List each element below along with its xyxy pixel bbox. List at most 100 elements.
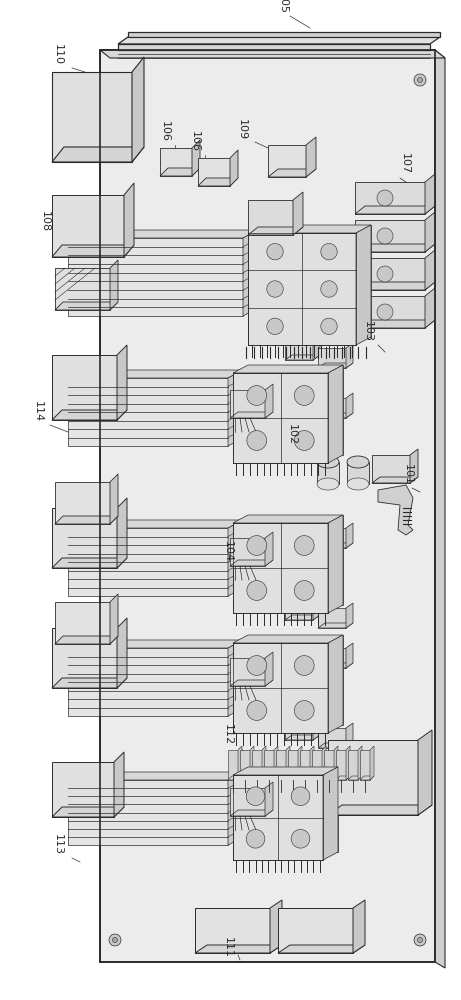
Polygon shape (52, 147, 144, 162)
Polygon shape (355, 282, 435, 290)
Polygon shape (198, 158, 230, 186)
Circle shape (377, 228, 393, 244)
Text: 109: 109 (237, 119, 247, 140)
Polygon shape (117, 618, 127, 688)
Circle shape (321, 281, 337, 297)
Circle shape (247, 431, 266, 450)
Circle shape (377, 266, 393, 282)
Polygon shape (248, 767, 338, 852)
Polygon shape (285, 390, 313, 410)
Polygon shape (410, 449, 418, 483)
Polygon shape (313, 595, 320, 620)
Polygon shape (285, 290, 313, 310)
Polygon shape (265, 532, 273, 566)
Polygon shape (195, 908, 270, 953)
Polygon shape (264, 776, 278, 780)
Polygon shape (55, 602, 110, 644)
Polygon shape (328, 365, 343, 463)
Polygon shape (117, 345, 127, 420)
Polygon shape (328, 515, 343, 613)
Polygon shape (324, 750, 334, 780)
Polygon shape (285, 355, 320, 360)
Polygon shape (346, 643, 353, 668)
Polygon shape (313, 675, 320, 700)
Text: 114: 114 (33, 401, 43, 422)
Polygon shape (228, 750, 238, 780)
Polygon shape (328, 805, 432, 815)
Polygon shape (346, 343, 353, 368)
Polygon shape (100, 50, 435, 962)
Polygon shape (52, 410, 127, 420)
Polygon shape (243, 230, 258, 316)
Polygon shape (110, 594, 118, 644)
Polygon shape (233, 373, 328, 463)
Polygon shape (52, 508, 117, 568)
Polygon shape (230, 658, 265, 686)
Polygon shape (300, 750, 310, 780)
Polygon shape (230, 560, 273, 566)
Text: 113: 113 (53, 834, 63, 855)
Circle shape (418, 938, 422, 942)
Text: 111: 111 (223, 937, 233, 958)
Polygon shape (360, 776, 374, 780)
Polygon shape (346, 723, 353, 748)
Polygon shape (318, 728, 346, 748)
Circle shape (321, 318, 337, 335)
Polygon shape (68, 370, 243, 378)
Polygon shape (265, 652, 273, 686)
Circle shape (377, 190, 393, 206)
Polygon shape (318, 398, 346, 418)
Text: 104: 104 (223, 541, 233, 562)
Polygon shape (348, 776, 362, 780)
Text: 106: 106 (160, 121, 170, 142)
Polygon shape (288, 776, 302, 780)
Text: 107: 107 (400, 153, 410, 174)
Circle shape (295, 431, 314, 450)
Text: 103: 103 (363, 321, 373, 342)
Polygon shape (355, 258, 425, 290)
Text: 105: 105 (278, 0, 288, 14)
Polygon shape (318, 648, 346, 668)
Polygon shape (274, 746, 278, 780)
Polygon shape (262, 746, 266, 780)
Polygon shape (52, 195, 124, 257)
Polygon shape (346, 603, 353, 628)
Polygon shape (117, 498, 127, 568)
Polygon shape (128, 32, 440, 37)
Polygon shape (318, 663, 353, 668)
Polygon shape (285, 720, 313, 740)
Polygon shape (323, 767, 338, 860)
Polygon shape (336, 776, 350, 780)
Polygon shape (346, 746, 350, 780)
Polygon shape (353, 900, 365, 953)
Polygon shape (248, 227, 303, 235)
Circle shape (295, 701, 314, 720)
Polygon shape (228, 640, 243, 716)
Circle shape (247, 386, 266, 405)
Polygon shape (356, 225, 371, 345)
Polygon shape (355, 296, 425, 328)
Polygon shape (233, 767, 338, 775)
Polygon shape (322, 746, 326, 780)
Polygon shape (118, 44, 430, 50)
Polygon shape (285, 615, 320, 620)
Polygon shape (230, 412, 273, 418)
Text: 102: 102 (287, 424, 297, 445)
Polygon shape (230, 810, 273, 816)
Ellipse shape (317, 478, 339, 490)
Polygon shape (313, 285, 320, 310)
Polygon shape (230, 680, 273, 686)
Circle shape (291, 829, 310, 848)
Polygon shape (328, 740, 418, 815)
Polygon shape (52, 245, 134, 257)
Ellipse shape (317, 456, 339, 468)
Circle shape (295, 656, 314, 675)
Polygon shape (324, 776, 338, 780)
Polygon shape (372, 455, 410, 483)
Polygon shape (52, 355, 117, 420)
Polygon shape (238, 746, 242, 780)
Polygon shape (298, 746, 302, 780)
Polygon shape (240, 750, 250, 780)
Circle shape (267, 281, 283, 297)
Polygon shape (355, 220, 425, 252)
